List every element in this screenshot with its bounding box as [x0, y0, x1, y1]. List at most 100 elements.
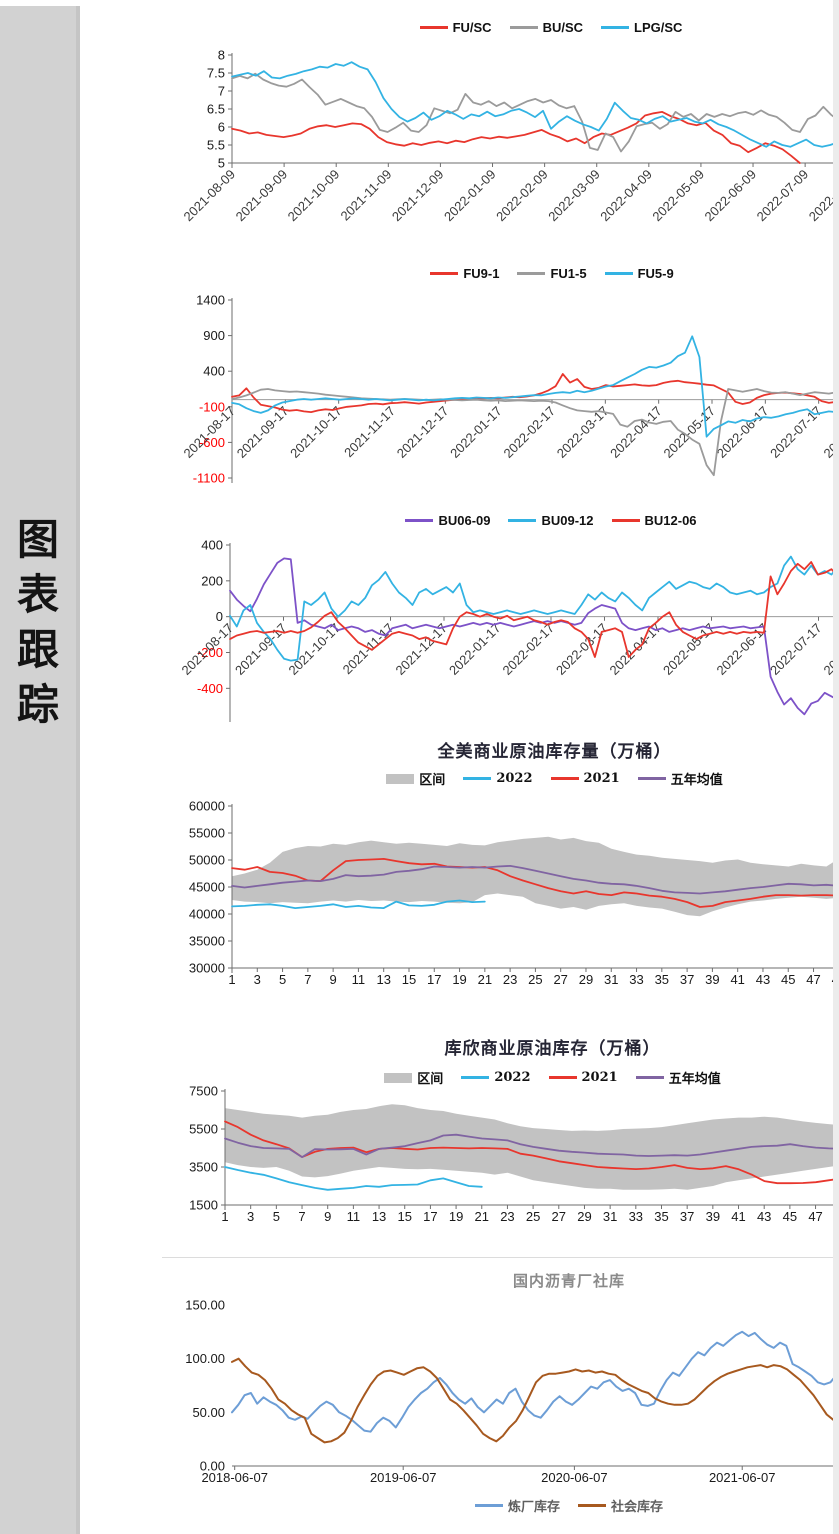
x-tick-label: 2021-09-09 [233, 167, 291, 225]
x-tick-label: 2021-10-09 [285, 167, 343, 225]
legend-label: LPG/SC [634, 20, 683, 35]
y-tick-label: 60000 [189, 799, 225, 814]
x-tick-label: 2022-07-09 [754, 167, 812, 225]
x-tick-label: 2021-12-17 [394, 403, 452, 461]
x-tick-label: 1 [228, 972, 235, 987]
x-tick-label: 2022-04-09 [597, 167, 655, 225]
x-tick-label: 17 [423, 1209, 437, 1224]
legend-label: 2022 [496, 771, 533, 786]
x-tick-label: 19 [452, 972, 466, 987]
x-tick-label: 15 [402, 972, 416, 987]
x-tick-label: 2021-11-17 [341, 403, 398, 460]
chart-fu-calendar-spreads: FU9-1 FU1-5 FU5-9 1400 900 400 -100 -600 -1100 20… [80, 252, 839, 503]
x-tick-label: 33 [629, 1209, 643, 1224]
x-tick-label: 17 [427, 972, 441, 987]
x-tick-label: 35 [654, 1209, 668, 1224]
x-tick-label: 2022-06-17 [713, 620, 771, 678]
y-tick-label: 5.5 [207, 138, 225, 153]
x-tick-label: 45 [783, 1209, 797, 1224]
legend-item: 炼厂库存 [474, 1496, 560, 1515]
legend-swatch-line [611, 519, 640, 522]
series-五年均值 [231, 864, 839, 895]
y-tick-label: 5 [218, 156, 225, 171]
chart-domestic-asphalt-inventory: 国内沥青厂社库 炼厂库存 社会库存 150.00 100.00 50.00 0.00 2018… [80, 1262, 839, 1534]
x-tick-label: 7 [298, 1209, 305, 1224]
x-tick-label: 31 [603, 1209, 617, 1224]
y-tick-label: 30000 [189, 961, 225, 976]
x-tick-label: 25 [528, 972, 542, 987]
x-tick-label: 2022-03-17 [553, 620, 611, 678]
x-tick-label: 33 [629, 972, 643, 987]
legend-item: FU/SC [419, 20, 492, 35]
legend-swatch-line [461, 1076, 490, 1079]
x-tick-label: 2022-07-17 [767, 620, 825, 678]
x-tick-label: 37 [680, 972, 694, 987]
y-tick-label: 7.5 [207, 66, 225, 81]
x-tick-label: 27 [552, 1209, 566, 1224]
x-tick-label: 29 [579, 972, 593, 987]
y-tick-label: -400 [197, 681, 223, 696]
legend-item: FU1-5 [517, 266, 587, 281]
legend-swatch-line [517, 272, 546, 275]
chart-legend: 区间 2022 2021 五年均值 [232, 769, 839, 788]
legend-item: BU09-12 [508, 513, 594, 528]
legend-swatch-line [578, 1504, 606, 1507]
legend-swatch-line [509, 26, 538, 29]
legend-swatch-line [419, 26, 448, 29]
x-tick-label: 41 [730, 972, 744, 987]
y-tick-label: 40000 [189, 907, 225, 922]
legend-label: 五年均值 [668, 1072, 721, 1087]
x-tick-label: 2021-12-09 [389, 167, 447, 225]
legend-label: 区间 [419, 773, 446, 788]
x-tick-label: 39 [706, 1209, 720, 1224]
legend-item: FU5-9 [604, 266, 674, 281]
legend-label: BU09-12 [541, 513, 594, 528]
chart-price-ratios: FU/SCBU/SCLPG/SC87.576.565.5513121110987… [80, 8, 839, 252]
legend-label: 社会库存 [611, 1500, 664, 1515]
x-tick-label: 2022-03-09 [545, 167, 603, 225]
legend-swatch-line [508, 519, 537, 522]
y-tick-label: 5500 [189, 1122, 218, 1137]
chart-legend: FU/SC BU/SC LPG/SC [232, 20, 839, 35]
legend-label: 炼厂库存 [507, 1500, 560, 1515]
x-tick-label: 2019-06-07 [370, 1470, 437, 1485]
y-tick-label: 0 [216, 609, 223, 624]
x-tick-label: 2022-01-09 [441, 167, 499, 225]
sidebar-title: 图 表 跟 踪 [0, 519, 76, 726]
x-tick-label: 2018-06-07 [201, 1470, 267, 1485]
legend-swatch-line [601, 26, 630, 29]
y-tick-label: 0.00 [200, 1459, 225, 1474]
y-tick-label: 45000 [189, 880, 225, 895]
right-edge-strip [833, 0, 839, 1534]
x-tick-label: 39 [705, 972, 719, 987]
x-tick-label: 19 [449, 1209, 463, 1224]
y-tick-label: 400 [201, 538, 223, 553]
x-tick-label: 2021-08-09 [180, 167, 238, 225]
x-tick-label: 37 [680, 1209, 694, 1224]
chart-canvas: 1400900400-100-600-11002021-08-172021-09… [180, 293, 839, 486]
legend-item: 五年均值 [635, 1068, 721, 1087]
series-炼厂库存 [231, 1330, 839, 1433]
y-tick-label: 50000 [189, 853, 225, 868]
y-tick-label: 900 [203, 328, 225, 343]
x-tick-label: 25 [526, 1209, 540, 1224]
y-tick-label: -100 [199, 399, 225, 414]
legend-item: 2022 [461, 1070, 531, 1085]
x-tick-label: 2021-11-09 [337, 167, 394, 224]
series-2022 [224, 1166, 483, 1191]
legend-label: BU12-06 [644, 513, 697, 528]
y-tick-label: 100.00 [185, 1351, 225, 1366]
legend-item: 区间 [386, 769, 445, 788]
legend-item: BU12-06 [611, 513, 697, 528]
x-tick-label: 31 [604, 972, 618, 987]
legend-label: FU/SC [452, 20, 492, 35]
x-tick-label: 2021-08-17 [178, 620, 236, 678]
y-tick-label: -1100 [193, 471, 225, 486]
sidebar-title-char: 跟 [16, 625, 59, 674]
x-tick-label: 35 [655, 972, 669, 987]
legend-item: LPG/SC [601, 20, 682, 35]
x-tick-label: 2022-01-17 [446, 620, 504, 678]
legend-swatch-band [386, 773, 415, 784]
